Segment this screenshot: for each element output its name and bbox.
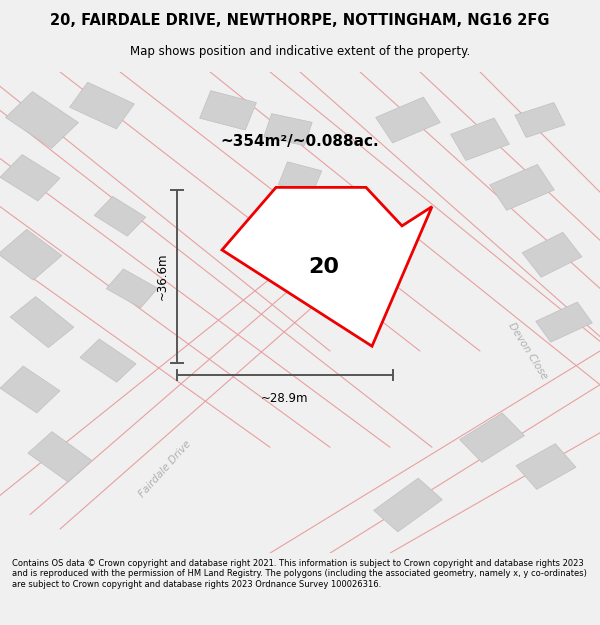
Polygon shape	[374, 478, 442, 532]
Text: 20, FAIRDALE DRIVE, NEWTHORPE, NOTTINGHAM, NG16 2FG: 20, FAIRDALE DRIVE, NEWTHORPE, NOTTINGHA…	[50, 12, 550, 28]
Polygon shape	[522, 232, 582, 278]
Text: Fairdale Drive: Fairdale Drive	[137, 439, 193, 499]
Polygon shape	[451, 118, 509, 161]
Polygon shape	[278, 162, 322, 194]
Polygon shape	[460, 413, 524, 462]
Polygon shape	[536, 302, 592, 342]
Text: Map shows position and indicative extent of the property.: Map shows position and indicative extent…	[130, 45, 470, 58]
Polygon shape	[264, 114, 312, 146]
Polygon shape	[490, 164, 554, 210]
Polygon shape	[0, 366, 60, 413]
Polygon shape	[376, 97, 440, 143]
Polygon shape	[200, 91, 256, 130]
Polygon shape	[0, 154, 60, 201]
Polygon shape	[516, 444, 576, 489]
Polygon shape	[5, 92, 79, 148]
Polygon shape	[106, 269, 158, 308]
Text: Devon Close: Devon Close	[506, 321, 550, 381]
Polygon shape	[515, 102, 565, 138]
Polygon shape	[70, 82, 134, 129]
Text: ~28.9m: ~28.9m	[261, 392, 309, 405]
Text: Contains OS data © Crown copyright and database right 2021. This information is : Contains OS data © Crown copyright and d…	[12, 559, 587, 589]
Text: ~36.6m: ~36.6m	[155, 253, 169, 300]
Polygon shape	[80, 339, 136, 382]
Text: 20: 20	[308, 257, 340, 277]
Text: ~354m²/~0.088ac.: ~354m²/~0.088ac.	[221, 134, 379, 149]
Polygon shape	[10, 297, 74, 348]
Polygon shape	[28, 432, 92, 482]
Polygon shape	[94, 196, 146, 236]
Polygon shape	[0, 229, 62, 280]
Polygon shape	[222, 188, 432, 346]
